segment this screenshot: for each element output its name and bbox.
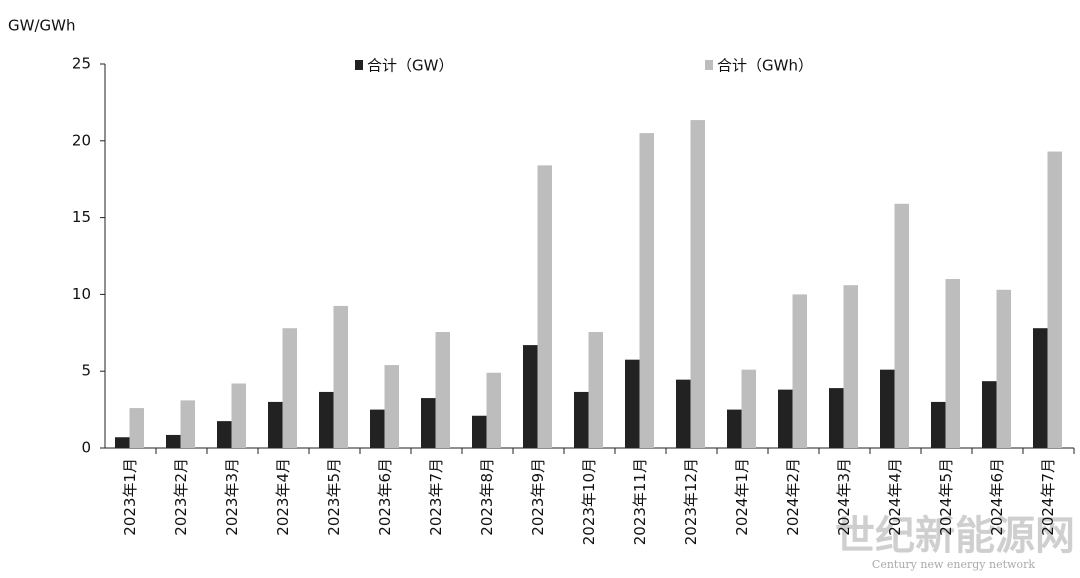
bar: [778, 389, 793, 448]
x-tick-label: 2024年4月: [886, 458, 904, 536]
bar: [435, 332, 450, 448]
bar: [741, 369, 756, 448]
legend-swatch: [355, 60, 363, 70]
x-tick-label: 2024年2月: [784, 458, 802, 536]
x-tick-label: 2024年5月: [937, 458, 955, 536]
bar: [523, 345, 538, 448]
y-tick-label: 5: [81, 362, 91, 380]
bar: [217, 421, 232, 448]
bar: [625, 359, 640, 448]
x-tick-label: 2024年1月: [733, 458, 751, 536]
y-unit-label: GW/GWh: [8, 17, 75, 35]
bar: [370, 409, 385, 448]
legend-swatch: [705, 60, 713, 70]
legend-label: 合计（GWh）: [717, 57, 813, 75]
x-tick-label: 2024年7月: [1039, 458, 1057, 536]
x-tick-label: 2023年7月: [427, 458, 445, 536]
x-tick-label: 2023年6月: [376, 458, 394, 536]
bar: [282, 328, 297, 448]
bar: [982, 381, 997, 448]
bar: [384, 365, 399, 448]
y-tick-label: 10: [72, 285, 91, 303]
y-tick-label: 25: [72, 55, 91, 73]
x-tick-label: 2023年2月: [172, 458, 190, 536]
bar: [894, 203, 909, 448]
bar: [421, 398, 436, 448]
x-tick-label: 2023年10月: [580, 458, 598, 545]
y-tick-label: 0: [81, 439, 91, 457]
x-tick-label: 2023年1月: [121, 458, 139, 536]
bar: [588, 332, 603, 448]
x-tick-label: 2024年3月: [835, 458, 853, 536]
x-tick-label: 2023年4月: [274, 458, 292, 536]
y-tick-label: 15: [72, 208, 91, 226]
legend-label: 合计（GW）: [367, 57, 453, 75]
bar: [180, 400, 195, 448]
bar: [829, 388, 844, 448]
bar: [231, 383, 246, 448]
bar: [945, 279, 960, 448]
y-tick-label: 20: [72, 131, 91, 149]
x-tick-label: 2023年9月: [529, 458, 547, 536]
x-tick-label: 2023年11月: [631, 458, 649, 545]
bar: [574, 391, 589, 448]
bar: [486, 372, 501, 448]
bar: [676, 379, 691, 448]
bar: [931, 401, 946, 448]
bar: [996, 289, 1011, 448]
bar: [166, 434, 181, 448]
bar: [472, 415, 487, 448]
bar: [115, 437, 130, 448]
bar: [333, 305, 348, 448]
watermark-sub: Century new energy network: [872, 558, 1035, 571]
bar: [1047, 151, 1062, 448]
watermark: 世纪新能源网: [835, 513, 1075, 559]
bar: [129, 408, 144, 448]
bar: [727, 409, 742, 448]
bar: [639, 133, 654, 448]
x-tick-label: 2024年6月: [988, 458, 1006, 536]
bar: [1033, 328, 1048, 448]
x-tick-label: 2023年8月: [478, 458, 496, 536]
bar: [792, 294, 807, 448]
bar: [843, 285, 858, 448]
x-tick-label: 2023年3月: [223, 458, 241, 536]
bar: [537, 165, 552, 448]
bar: [319, 391, 334, 448]
bar: [268, 401, 283, 448]
bar: [690, 120, 705, 449]
x-tick-label: 2023年12月: [682, 458, 700, 545]
bar: [880, 369, 895, 448]
x-tick-label: 2023年5月: [325, 458, 343, 536]
